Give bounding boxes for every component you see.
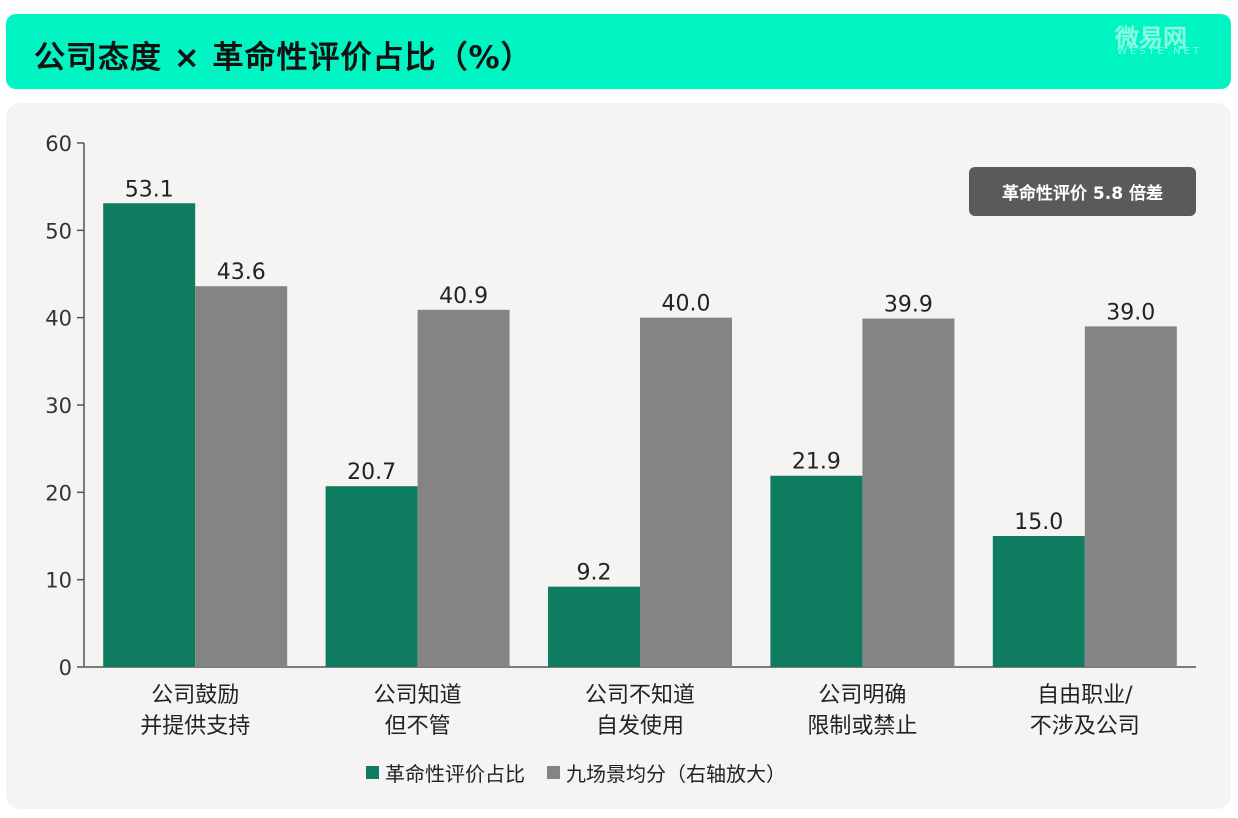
- bar-average: [195, 286, 288, 667]
- bar-average: [862, 318, 955, 667]
- chart-title: 公司态度 × 革命性评价占比（%）: [34, 40, 533, 76]
- value-label-average: 43.6: [217, 260, 266, 285]
- value-label-average: 40.9: [439, 284, 488, 309]
- bar-revolutionary: [770, 475, 863, 667]
- legend-swatch-revolutionary: [366, 766, 379, 779]
- legend-item-revolutionary: 革命性评价占比: [366, 758, 525, 787]
- value-label-revolutionary: 21.9: [792, 450, 841, 475]
- chart-panel: 0 10 20 30 40 50 60 53.1 43.6 公司鼓励并提供支持 20.7 40.9 公司…: [6, 103, 1231, 809]
- x-tick-label: 自发使用: [596, 714, 684, 739]
- y-tick-label: 20: [45, 481, 72, 505]
- x-tick-label: 并提供支持: [140, 714, 250, 739]
- y-tick-label: 60: [45, 132, 72, 156]
- y-tick-label: 10: [45, 569, 72, 593]
- value-label-revolutionary: 20.7: [347, 460, 396, 485]
- value-label-revolutionary: 15.0: [1014, 510, 1063, 535]
- y-tick-label: 30: [45, 394, 72, 418]
- bar-revolutionary: [992, 536, 1085, 667]
- bar-revolutionary: [548, 586, 640, 667]
- bar-revolutionary: [103, 203, 196, 667]
- legend: 革命性评价占比 九场景均分（右轴放大）: [366, 758, 808, 787]
- value-label-average: 40.0: [662, 292, 711, 317]
- legend-label-revolutionary: 革命性评价占比: [385, 762, 525, 786]
- x-tick-label: 自由职业/: [1037, 683, 1133, 708]
- watermark-text: 微易网: [1115, 24, 1187, 52]
- x-tick-label: 但不管: [385, 714, 451, 739]
- header-bar: 公司态度 × 革命性评价占比（%） 微易网 WESTE.NET: [6, 14, 1231, 89]
- x-tick-label: 公司明确: [818, 683, 906, 708]
- value-label-revolutionary: 53.1: [125, 177, 174, 202]
- bar-average: [417, 309, 510, 667]
- y-tick-label: 50: [45, 219, 72, 243]
- value-label-average: 39.0: [1106, 300, 1155, 325]
- x-tick-label: 限制或禁止: [807, 714, 917, 739]
- x-tick-label: 公司知道: [374, 683, 462, 708]
- ratio-badge: 革命性评价 5.8 倍差: [969, 167, 1196, 216]
- y-tick-label: 0: [59, 656, 72, 680]
- legend-swatch-average: [547, 766, 560, 779]
- bar-average: [1084, 326, 1177, 667]
- legend-item-average: 九场景均分（右轴放大）: [547, 758, 786, 787]
- watermark-logo: 微易网 WESTE.NET: [1093, 16, 1223, 62]
- value-label-average: 39.9: [884, 293, 933, 318]
- value-label-revolutionary: 9.2: [577, 561, 612, 586]
- bar-average: [640, 317, 732, 667]
- watermark-subtext: WESTE.NET: [1117, 46, 1203, 57]
- x-tick-label: 公司鼓励: [151, 683, 239, 708]
- y-tick-label: 40: [45, 307, 72, 331]
- legend-label-average: 九场景均分（右轴放大）: [566, 762, 786, 786]
- x-tick-label: 不涉及公司: [1030, 714, 1140, 739]
- x-tick-label: 公司不知道: [585, 683, 695, 708]
- bar-revolutionary: [325, 486, 418, 667]
